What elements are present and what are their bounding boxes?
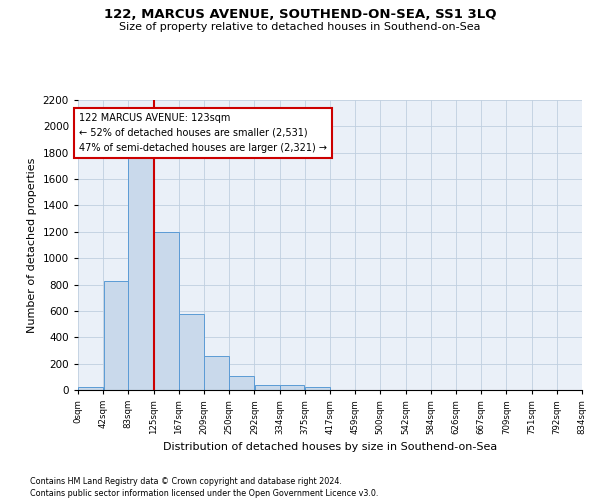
Text: Distribution of detached houses by size in Southend-on-Sea: Distribution of detached houses by size …: [163, 442, 497, 452]
Bar: [229, 376, 254, 390]
Bar: [128, 152, 154, 390]
Bar: [205, 356, 229, 390]
Text: Contains HM Land Registry data © Crown copyright and database right 2024.: Contains HM Land Registry data © Crown c…: [30, 478, 342, 486]
Bar: [104, 280, 128, 390]
Text: 122, MARCUS AVENUE, SOUTHEND-ON-SEA, SS1 3LQ: 122, MARCUS AVENUE, SOUTHEND-ON-SEA, SS1…: [104, 8, 496, 20]
Bar: [305, 386, 330, 390]
Bar: [254, 384, 280, 390]
Bar: [154, 232, 179, 390]
Text: Size of property relative to detached houses in Southend-on-Sea: Size of property relative to detached ho…: [119, 22, 481, 32]
Y-axis label: Number of detached properties: Number of detached properties: [27, 158, 37, 332]
Bar: [179, 314, 204, 390]
Bar: [78, 386, 103, 390]
Text: 122 MARCUS AVENUE: 123sqm
← 52% of detached houses are smaller (2,531)
47% of se: 122 MARCUS AVENUE: 123sqm ← 52% of detac…: [79, 113, 327, 153]
Text: Contains public sector information licensed under the Open Government Licence v3: Contains public sector information licen…: [30, 489, 379, 498]
Bar: [280, 384, 304, 390]
